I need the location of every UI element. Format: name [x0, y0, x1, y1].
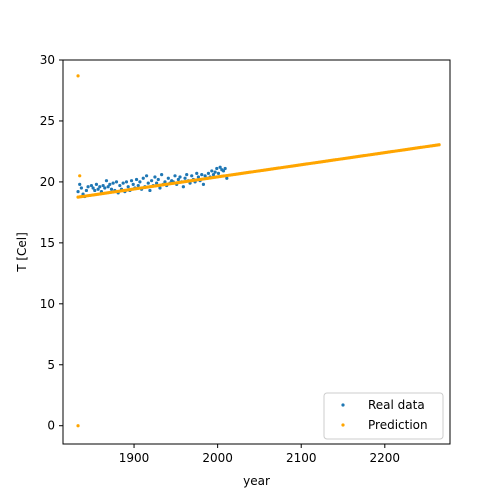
real-data-point	[201, 182, 206, 186]
y-tick-label: 5	[47, 358, 55, 372]
ticks-layer: 1900 2000 2100 2200 0 5 10 15 20 25 30	[40, 53, 400, 465]
real-data-point	[93, 188, 97, 193]
prediction-point	[76, 74, 80, 78]
real-data-point	[196, 175, 201, 179]
real-data-point	[106, 185, 110, 189]
y-tick-label: 20	[40, 175, 55, 189]
x-axis-label: year	[243, 474, 270, 488]
real-data-point	[155, 181, 159, 185]
real-data-point	[114, 180, 119, 184]
real-data-point	[98, 185, 102, 189]
real-data-point	[111, 181, 115, 185]
legend-label-real-data: Real data	[368, 398, 425, 412]
real-data-point	[91, 186, 95, 190]
prediction-point	[76, 424, 80, 428]
real-data-point	[146, 181, 150, 185]
real-data-point	[124, 180, 129, 184]
x-tick-label: 2000	[202, 451, 233, 465]
real-data-point	[76, 190, 80, 194]
real-data-point	[216, 171, 221, 175]
real-data-point	[195, 171, 199, 175]
real-data-point	[109, 187, 114, 191]
real-data-point	[213, 170, 217, 174]
real-data-point	[215, 166, 219, 171]
real-data-point	[160, 172, 164, 177]
x-tick-label: 1900	[119, 451, 150, 465]
real-data-point	[221, 169, 226, 173]
real-data-point	[86, 185, 90, 189]
real-data-point	[200, 172, 204, 177]
real-data-point	[96, 187, 100, 191]
real-data-point	[223, 166, 227, 171]
real-data-point	[138, 180, 142, 184]
real-data-point	[203, 174, 207, 178]
real-data-point	[134, 177, 139, 182]
real-data-point	[210, 169, 214, 173]
real-data-point	[190, 174, 194, 178]
y-tick-label: 25	[40, 114, 55, 128]
real-data-point	[121, 181, 125, 185]
legend-marker-real-data	[341, 403, 345, 407]
real-data-point	[126, 185, 130, 189]
real-data-point	[153, 175, 157, 179]
real-data-point	[103, 186, 107, 190]
legend-marker-prediction	[341, 423, 345, 427]
x-tick-label: 2100	[286, 451, 317, 465]
prediction-point	[78, 174, 82, 178]
real-data-point	[89, 183, 94, 188]
prediction-point	[437, 143, 441, 147]
points-layer	[76, 74, 441, 428]
real-data-point	[218, 165, 222, 169]
real-data-point	[150, 179, 154, 183]
real-data-point	[79, 186, 83, 190]
real-data-point	[84, 188, 89, 193]
real-data-point	[158, 186, 162, 190]
x-tick-label: 2200	[370, 451, 401, 465]
real-data-point	[183, 176, 187, 180]
real-data-point	[141, 176, 145, 180]
real-data-point	[181, 185, 185, 189]
legend-label-prediction: Prediction	[368, 418, 428, 432]
real-data-point	[166, 176, 170, 180]
real-data-point	[173, 174, 177, 178]
real-data-point	[136, 183, 140, 188]
real-data-point	[108, 182, 112, 186]
real-data-point	[101, 183, 105, 188]
legend-box	[323, 392, 444, 440]
legend: Real data Prediction	[323, 392, 444, 440]
real-data-point	[176, 177, 180, 182]
real-data-point	[156, 177, 160, 182]
real-data-point	[211, 172, 216, 177]
real-data-point	[225, 176, 229, 180]
y-tick-label: 10	[40, 297, 55, 311]
real-data-point	[118, 183, 122, 188]
real-data-point	[185, 172, 189, 177]
real-data-point	[94, 182, 99, 186]
real-data-point	[148, 188, 152, 193]
real-data-point	[129, 179, 134, 183]
real-data-point	[131, 182, 135, 186]
real-data-point	[78, 182, 82, 186]
real-data-point	[178, 175, 182, 179]
y-tick-label: 15	[40, 236, 55, 250]
y-tick-label: 0	[47, 419, 55, 433]
y-tick-label: 30	[40, 53, 55, 67]
real-data-point	[104, 179, 109, 183]
real-data-point	[163, 180, 167, 184]
real-data-point	[144, 174, 149, 178]
plot-frame	[62, 59, 451, 445]
real-data-point	[206, 171, 211, 175]
y-axis-label: T [Cel]	[15, 232, 29, 273]
